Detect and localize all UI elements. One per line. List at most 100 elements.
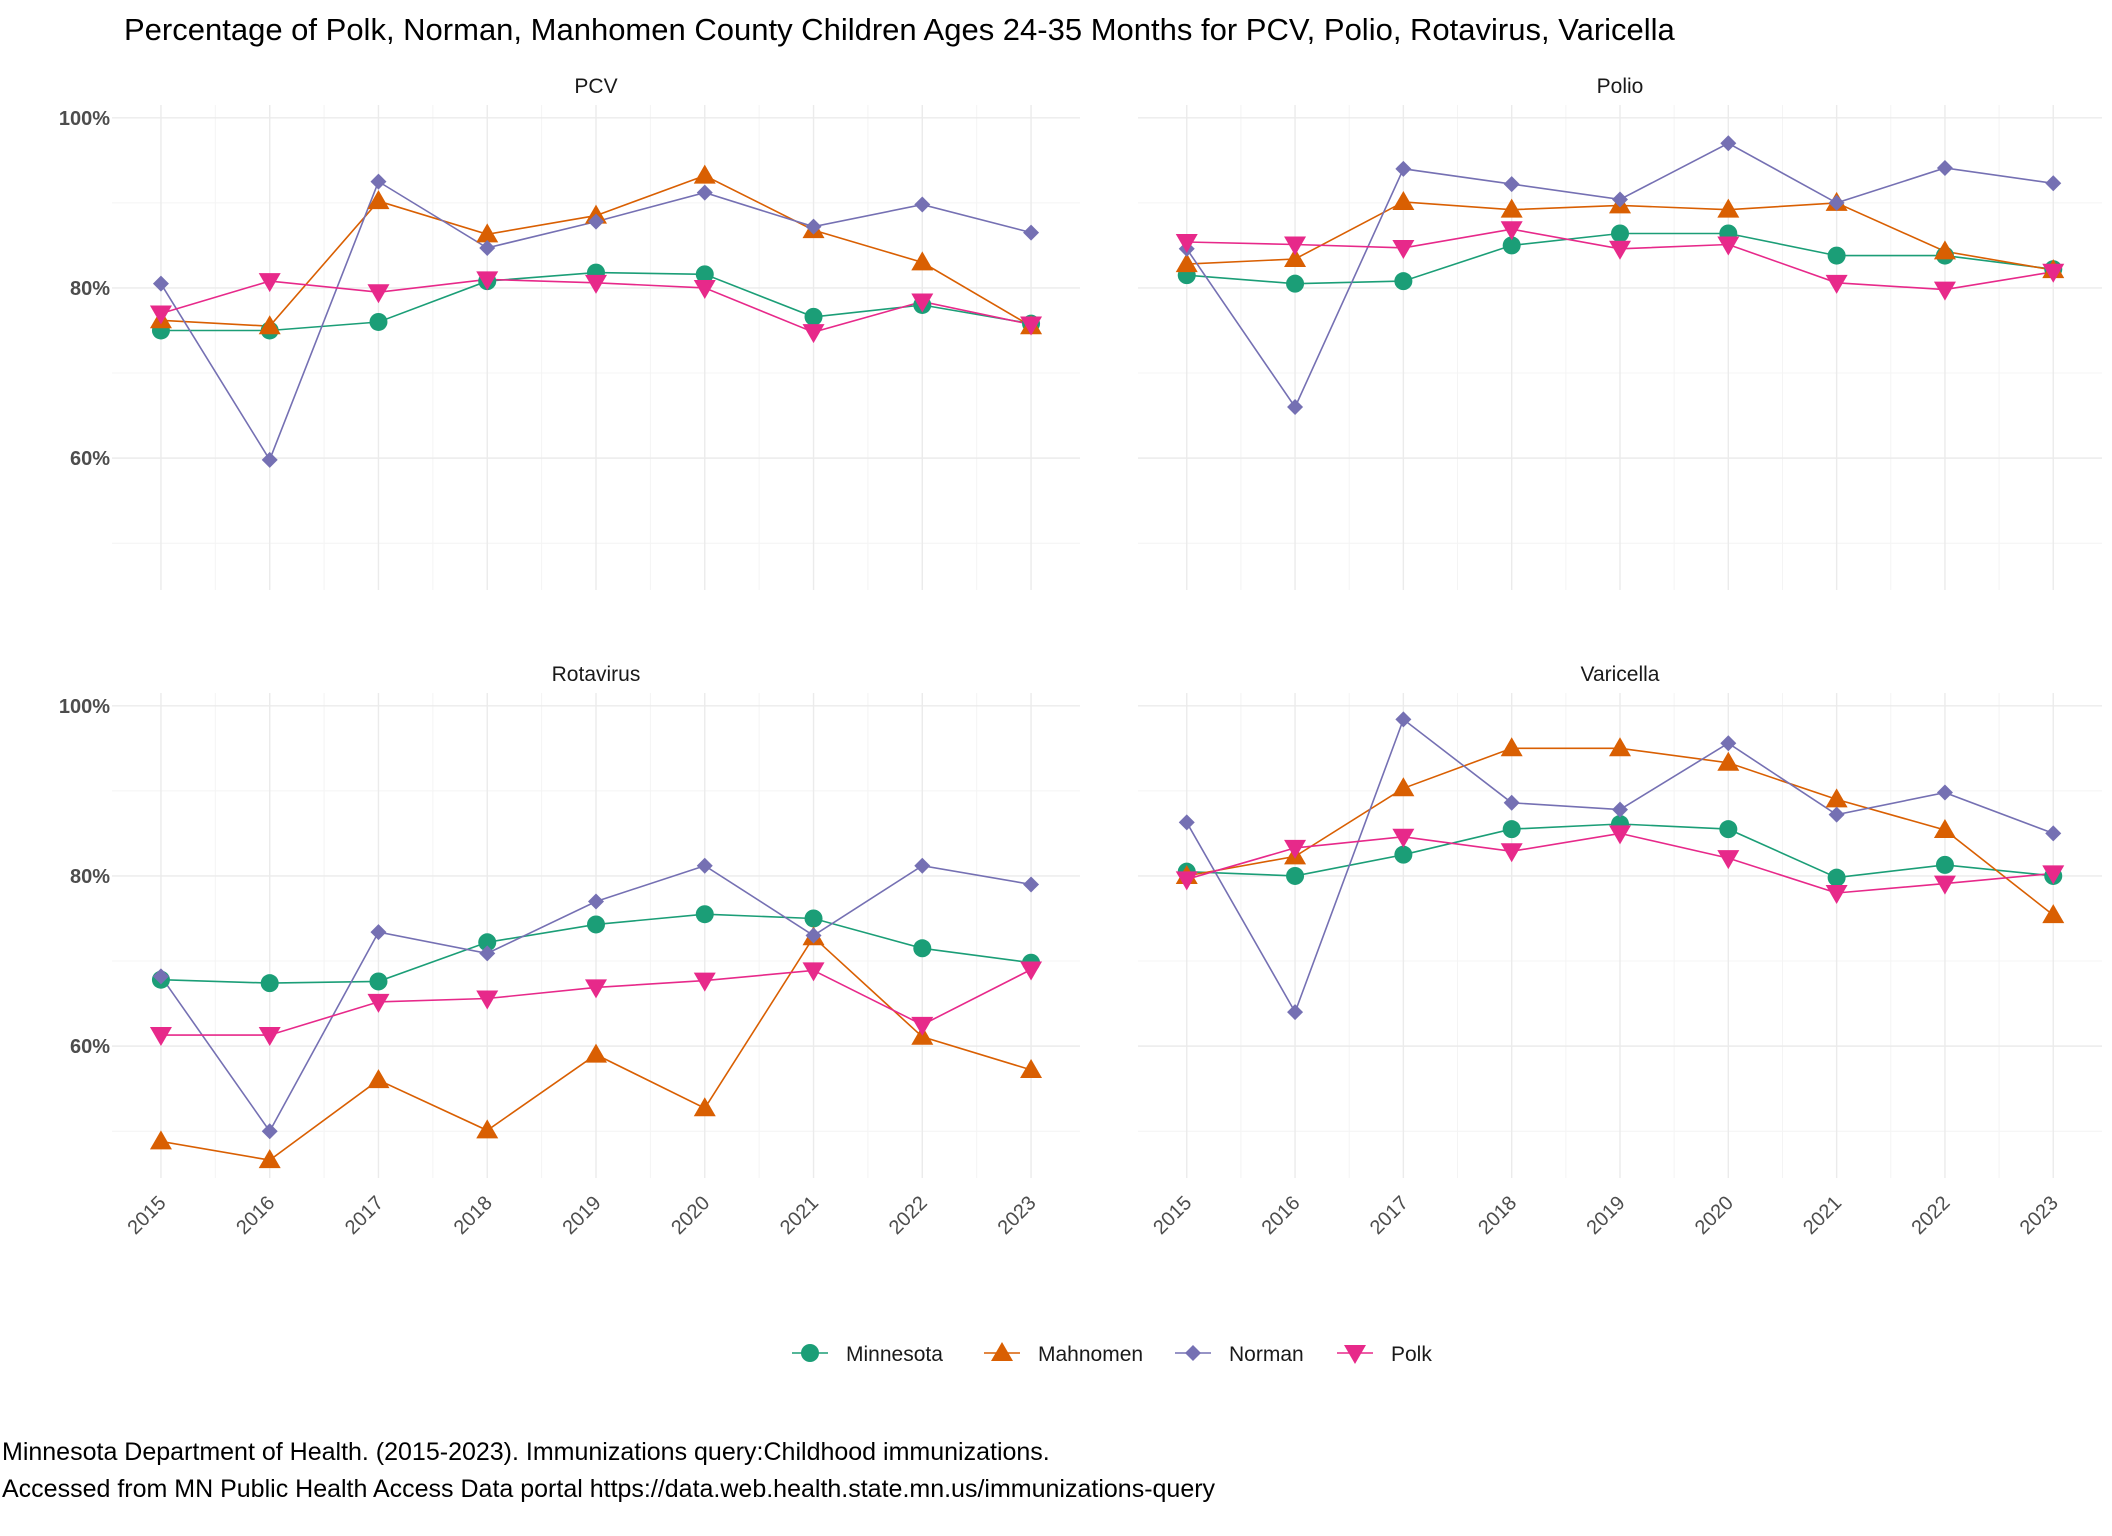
point-norman-2015 bbox=[1178, 814, 1195, 831]
chart-title: Percentage of Polk, Norman, Manhomen Cou… bbox=[124, 12, 1676, 47]
point-polk-2017 bbox=[367, 993, 390, 1013]
point-mahnomen-2022 bbox=[1933, 818, 1956, 838]
point-polk-2019 bbox=[585, 274, 607, 294]
legend-label: Norman bbox=[1229, 1343, 1304, 1366]
point-polk-2021 bbox=[802, 324, 825, 344]
point-norman-2022 bbox=[1936, 159, 1953, 176]
point-polk-2020 bbox=[1717, 850, 1740, 870]
point-norman-2019 bbox=[1612, 191, 1628, 208]
point-polk-2017 bbox=[1392, 828, 1415, 848]
panel-title: PCV bbox=[574, 75, 617, 98]
point-polk-2020 bbox=[693, 972, 716, 992]
point-norman-2020 bbox=[696, 184, 713, 201]
point-polk-2019 bbox=[585, 979, 607, 999]
point-mahnomen-2021 bbox=[1825, 788, 1848, 808]
point-norman-2019 bbox=[1612, 801, 1628, 818]
point-mahnomen-2016 bbox=[258, 315, 281, 335]
panel-title: Varicella bbox=[1581, 663, 1660, 686]
point-minnesota-2020 bbox=[695, 905, 714, 924]
point-mahnomen-2015 bbox=[1175, 253, 1198, 273]
point-norman-2020 bbox=[696, 857, 713, 874]
point-mahnomen-2023 bbox=[1020, 1058, 1043, 1078]
point-polk-2023 bbox=[2042, 263, 2065, 283]
point-minnesota-2021 bbox=[804, 909, 823, 928]
point-minnesota-2016 bbox=[1286, 274, 1305, 293]
point-norman-2015 bbox=[152, 275, 169, 292]
point-mahnomen-2022 bbox=[911, 251, 934, 271]
point-minnesota-2016 bbox=[260, 974, 279, 993]
point-norman-2021 bbox=[1828, 194, 1845, 211]
panel-pcv: PCV 60% 80% 100% bbox=[59, 75, 1080, 590]
x-tick-label: 2019 bbox=[559, 1192, 606, 1239]
y-tick-label: 80% bbox=[70, 866, 110, 888]
y-tick-label: 60% bbox=[70, 448, 110, 470]
point-polk-2022 bbox=[911, 1016, 934, 1036]
point-mahnomen-2016 bbox=[1284, 248, 1307, 268]
legend-marker-minnesota bbox=[801, 1344, 819, 1362]
point-mahnomen-2018 bbox=[1500, 198, 1523, 218]
x-tick-label: 2022 bbox=[885, 1192, 932, 1239]
point-polk-2020 bbox=[693, 279, 716, 299]
legend-item-polk: Polk bbox=[1337, 1343, 1432, 1366]
point-norman-2016 bbox=[1287, 1004, 1304, 1021]
point-norman-2016 bbox=[261, 451, 278, 468]
legend-marker-polk bbox=[1344, 1345, 1366, 1364]
point-norman-2021 bbox=[805, 218, 822, 235]
panel-title: Rotavirus bbox=[552, 663, 641, 686]
point-norman-2023 bbox=[2045, 175, 2062, 192]
point-polk-2018 bbox=[1500, 843, 1523, 863]
x-tick-label: 2015 bbox=[1149, 1192, 1196, 1239]
point-norman-2017 bbox=[1395, 711, 1412, 728]
point-polk-2015 bbox=[1175, 871, 1198, 891]
point-minnesota-2020 bbox=[1719, 820, 1738, 839]
point-norman-2019 bbox=[588, 213, 604, 230]
point-polk-2017 bbox=[367, 284, 390, 304]
point-polk-2022 bbox=[1933, 281, 1956, 301]
caption-line-2: Accessed from MN Public Health Access Da… bbox=[2, 1475, 1216, 1503]
panel-rotavirus: Rotavirus 60% 80% 100% 2015 2016 2017 2018 2019 2… bbox=[59, 663, 1080, 1239]
x-tick-label: 2023 bbox=[2016, 1192, 2063, 1239]
panel-title: Polio bbox=[1597, 75, 1644, 98]
point-polk-2018 bbox=[476, 271, 499, 291]
point-norman-2020 bbox=[1720, 135, 1737, 152]
point-minnesota-2018 bbox=[1502, 820, 1521, 839]
point-mahnomen-2017 bbox=[367, 1069, 390, 1089]
point-polk-2022 bbox=[1933, 875, 1956, 895]
point-polk-2018 bbox=[476, 990, 499, 1010]
point-mahnomen-2020 bbox=[693, 164, 716, 184]
panels: PCV 60% 80% 100% Polio Rotavirus 60% 80% 100% 201… bbox=[59, 75, 2102, 1239]
point-mahnomen-2023 bbox=[2042, 904, 2065, 924]
point-polk-2017 bbox=[1392, 239, 1415, 259]
point-minnesota-2019 bbox=[1611, 224, 1629, 243]
point-polk-2019 bbox=[1609, 240, 1631, 260]
point-polk-2016 bbox=[1284, 236, 1307, 256]
y-tick-label: 100% bbox=[59, 696, 110, 718]
point-minnesota-2022 bbox=[913, 939, 932, 958]
x-tick-label: 2021 bbox=[776, 1192, 823, 1239]
point-minnesota-2021 bbox=[1827, 868, 1846, 887]
point-norman-2022 bbox=[914, 857, 931, 874]
x-tick-label: 2016 bbox=[1258, 1192, 1305, 1239]
point-mahnomen-2017 bbox=[1392, 191, 1415, 210]
point-polk-2015 bbox=[1175, 233, 1198, 253]
point-minnesota-2020 bbox=[695, 265, 714, 284]
point-polk-2016 bbox=[258, 273, 281, 293]
point-norman-2023 bbox=[2045, 825, 2062, 842]
point-polk-2022 bbox=[911, 293, 934, 313]
point-minnesota-2022 bbox=[1935, 855, 1954, 874]
point-polk-2018 bbox=[1500, 221, 1523, 241]
legend-label: Mahnomen bbox=[1038, 1343, 1143, 1366]
point-minnesota-2016 bbox=[1286, 866, 1305, 885]
y-tick-label: 100% bbox=[59, 108, 110, 130]
point-minnesota-2017 bbox=[1394, 845, 1413, 864]
point-norman-2020 bbox=[1720, 735, 1737, 752]
point-minnesota-2017 bbox=[369, 312, 388, 331]
point-mahnomen-2022 bbox=[1933, 240, 1956, 260]
point-norman-2023 bbox=[1023, 224, 1040, 241]
point-mahnomen-2020 bbox=[1717, 198, 1740, 218]
point-minnesota-2018 bbox=[1502, 236, 1521, 255]
point-norman-2018 bbox=[479, 945, 496, 962]
point-norman-2017 bbox=[1395, 160, 1412, 177]
point-norman-2021 bbox=[805, 927, 822, 944]
x-tick-label: 2022 bbox=[1907, 1192, 1954, 1239]
